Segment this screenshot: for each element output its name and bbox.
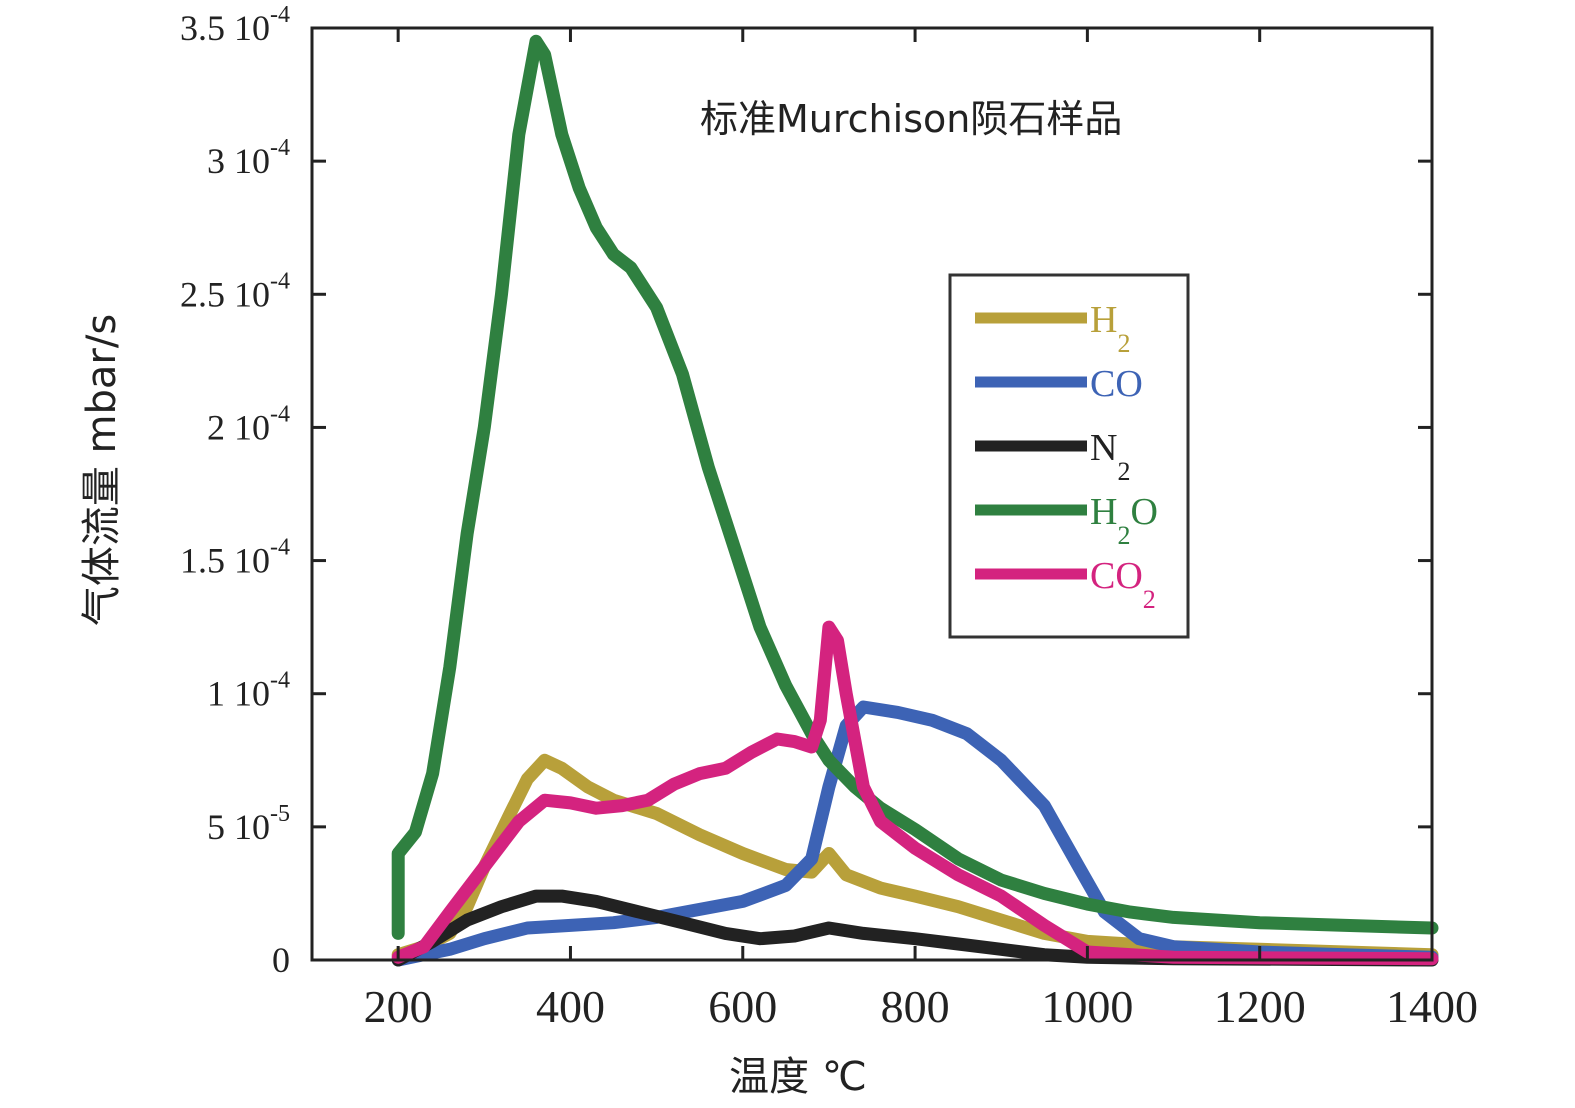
y-tick-label: 1 10-4 [207, 668, 290, 714]
series-line-co2 [391, 620, 1439, 966]
legend-label-h2o: H2O [1090, 491, 1158, 550]
legend-label-h2: H2 [1090, 299, 1130, 358]
legend-label-co2: CO2 [1090, 555, 1156, 614]
x-axis-label: 温度 ℃ [729, 1054, 867, 1100]
y-tick-label: 1.5 10-4 [180, 535, 290, 581]
y-tick-label: 3 10-4 [207, 135, 290, 181]
series-line-n2 [391, 889, 1439, 967]
y-tick-label: 2 10-4 [207, 401, 290, 447]
legend-label-n2: N2 [1090, 427, 1130, 486]
x-tick-label: 400 [536, 981, 605, 1032]
series-layer [391, 34, 1439, 967]
x-tick-label: 1000 [1041, 981, 1133, 1032]
y-axis-label: 气体流量 mbar/s [79, 314, 125, 626]
legend-box [948, 273, 1190, 639]
axes-layer: 200 400 600 800 1000 1200 1400 0 5 10-5 1 10-4 1.5… [180, 2, 1478, 1032]
x-tick-label: 600 [708, 981, 777, 1032]
x-tick-label: 1200 [1214, 981, 1306, 1032]
chart-title: 标准Murchison陨石样品 [700, 97, 1122, 141]
x-tick-label: 1400 [1386, 981, 1478, 1032]
y-tick-label: 3.5 10-4 [180, 2, 290, 48]
legend-label-co: CO [1090, 363, 1143, 405]
x-tick-label: 200 [364, 981, 433, 1032]
series-line-h2o [391, 34, 1439, 940]
plot-frame [310, 26, 1434, 962]
x-tick-label: 800 [881, 981, 950, 1032]
y-tick-label: 0 [272, 940, 290, 980]
y-tick-label: 5 10-5 [207, 801, 290, 847]
y-tick-label: 2.5 10-4 [180, 268, 290, 314]
